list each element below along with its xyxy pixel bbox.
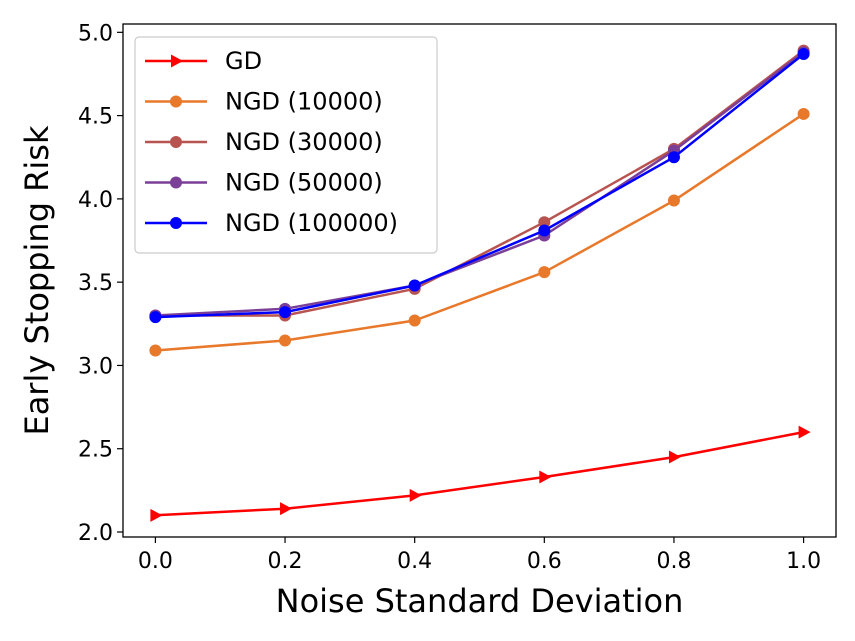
series-4-point <box>667 151 680 164</box>
legend-swatch-marker <box>170 217 182 229</box>
plot-frame <box>122 23 837 538</box>
series-4-point <box>797 47 810 60</box>
series-1-point <box>408 314 421 327</box>
legend-label: NGD (30000) <box>225 128 383 156</box>
legend-box <box>134 36 438 254</box>
y-tick-label: 2.5 <box>78 438 113 463</box>
plot-area <box>149 44 811 522</box>
series-4-point <box>149 311 162 324</box>
x-tick-label: 1.0 <box>786 549 821 574</box>
series-0-line <box>155 430 804 517</box>
legend-label: GD <box>225 47 262 75</box>
series-1-point <box>797 107 810 120</box>
series-0-point <box>280 502 293 516</box>
series-2-line <box>155 49 805 317</box>
x-tick-label: 0.8 <box>656 549 691 574</box>
x-tick-label: 0.6 <box>527 549 562 574</box>
series-1-point <box>149 344 162 357</box>
series-3-line <box>155 51 805 317</box>
legend-label: NGD (100000) <box>225 209 398 237</box>
series-0-point <box>798 425 811 439</box>
series-1-point <box>538 266 551 279</box>
x-tick-label: 0.0 <box>138 549 173 574</box>
series-4-line <box>155 53 805 319</box>
legend: GD NGD (10000) NGD (30000) NGD (50000) NGD (… <box>134 36 438 254</box>
series-4-point <box>408 279 421 292</box>
series-1-point <box>279 334 292 347</box>
series-4-point <box>538 224 551 237</box>
y-axis-label: Early Stopping Risk <box>18 125 56 436</box>
legend-swatch-marker <box>171 54 183 68</box>
legend-label: NGD (10000) <box>225 88 383 116</box>
series-1-point <box>667 194 680 207</box>
y-tick-label: 3.0 <box>78 354 113 379</box>
series-0-point <box>668 450 681 464</box>
legend-swatch-marker <box>170 136 182 148</box>
y-tick-label: 2.0 <box>78 521 113 546</box>
series-0-point <box>409 488 422 502</box>
y-tick-label: 4.5 <box>78 105 113 130</box>
series-0-point <box>150 508 163 522</box>
series-0-point <box>539 470 552 484</box>
x-axis-label: Noise Standard Deviation <box>276 582 684 620</box>
x-tick-label: 0.2 <box>268 549 303 574</box>
x-tick-label: 0.4 <box>397 549 432 574</box>
legend-swatch-marker <box>170 95 182 108</box>
y-tick-label: 4.0 <box>78 188 113 213</box>
y-tick-label: 5.0 <box>78 21 113 46</box>
series-1-line <box>155 112 805 352</box>
y-tick-label: 3.5 <box>78 271 113 296</box>
legend-label: NGD (50000) <box>225 169 383 197</box>
axes: 0.0 0.2 0.4 0.6 0.8 1.0 2.0 2.5 3.0 3.5 4.0 4.5 5.0 <box>78 21 837 574</box>
legend-swatch-marker <box>170 176 182 189</box>
series-2-point <box>538 216 551 229</box>
series-4-point <box>279 306 292 319</box>
